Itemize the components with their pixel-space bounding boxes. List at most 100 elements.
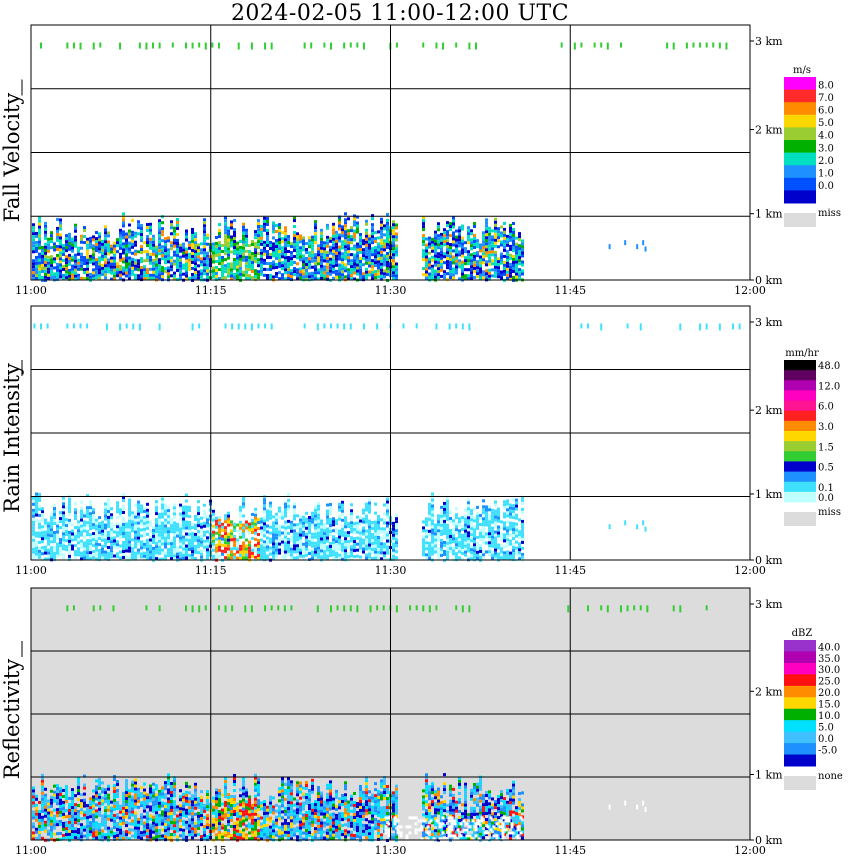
echo-cell: [50, 231, 53, 235]
echo-cell: [278, 229, 281, 233]
echo-cell: [104, 815, 107, 819]
echo-cell: [53, 248, 56, 252]
echo-cell: [107, 557, 110, 561]
echo-cell: [488, 256, 491, 260]
echo-cell: [227, 532, 230, 536]
echo-cell: [71, 791, 74, 795]
echo-cell: [353, 546, 356, 550]
echo-cell: [107, 533, 110, 537]
echo-cell: [443, 513, 446, 517]
y-tick-label: 3 km: [755, 35, 783, 48]
echo-cell: [206, 236, 209, 240]
echo-cell: [485, 239, 488, 243]
echo-cell: [122, 269, 125, 273]
echo-cell: [119, 231, 122, 235]
echo-cell: [302, 245, 305, 249]
echo-cell: [116, 552, 119, 556]
echo-cell: [374, 532, 377, 536]
echo-cell: [311, 244, 314, 248]
echo-cell: [194, 253, 197, 257]
echo-cell: [503, 263, 506, 267]
echo-cell: [308, 537, 311, 541]
echo-cell: [116, 501, 119, 505]
echo-cell: [38, 237, 41, 241]
echo-cell: [206, 542, 209, 546]
echo-cell: [41, 818, 44, 822]
echo-cell: [380, 256, 383, 260]
echo-cell: [329, 526, 332, 530]
echo-cell: [341, 267, 344, 271]
echo-cell: [515, 507, 518, 511]
echo-cell: [359, 537, 362, 541]
echo-cell: [170, 274, 173, 278]
echo-cell: [455, 522, 458, 526]
echo-cell: [227, 514, 230, 518]
echo-cell: [338, 547, 341, 551]
echo-cell: [341, 548, 344, 552]
echo-cell: [482, 529, 485, 533]
echo-cell: [314, 520, 317, 524]
echo-cell: [356, 524, 359, 528]
echo-cell: [113, 244, 116, 248]
echo-cell: [500, 243, 503, 247]
echo-cell: [53, 504, 56, 508]
echo-cell: [224, 541, 227, 545]
echo-cell: [116, 268, 119, 272]
echo-cell: [425, 255, 428, 259]
echo-cell: [41, 836, 44, 840]
echo-cell: [38, 549, 41, 553]
echo-cell: [74, 550, 77, 554]
echo-cell: [320, 237, 323, 241]
echo-cell: [467, 537, 470, 541]
echo-cell: [338, 544, 341, 548]
echo-cell: [374, 556, 377, 560]
echo-cell: [482, 255, 485, 259]
echo-cell: [380, 238, 383, 242]
echo-cell: [317, 513, 320, 517]
echo-cell: [500, 258, 503, 262]
echo-cell: [203, 263, 206, 267]
echo-cell: [176, 223, 179, 227]
echo-cell: [362, 538, 365, 542]
echo-cell: [377, 260, 380, 264]
echo-cell: [395, 532, 398, 536]
echo-cell: [182, 245, 185, 249]
echo-cell: [167, 272, 170, 276]
echo-cell: [86, 258, 89, 262]
echo-cell: [74, 809, 77, 813]
echo-cell: [32, 541, 35, 545]
echo-cell: [236, 538, 239, 542]
echo-cell: [62, 809, 65, 813]
echo-cell: [110, 256, 113, 260]
echo-cell: [107, 521, 110, 525]
echo-cell: [173, 533, 176, 537]
echo-cell: [518, 235, 521, 239]
echo-cell: [134, 518, 137, 522]
echo-cell: [188, 523, 191, 527]
echo-cell: [338, 517, 341, 521]
echo-cell: [356, 269, 359, 273]
echo-cell: [338, 556, 341, 560]
echo-cell: [365, 249, 368, 253]
echo-cell: [479, 513, 482, 517]
echo-cell: [266, 545, 269, 549]
echo-cell: [299, 273, 302, 277]
echo-cell: [383, 533, 386, 537]
echo-cell: [374, 550, 377, 554]
echo-cell: [485, 248, 488, 252]
panel-label: Fall Velocity: [0, 93, 24, 223]
echo-cell: [371, 262, 374, 266]
echo-cell: [284, 508, 287, 512]
echo-cell: [503, 233, 506, 237]
echo-cell: [431, 276, 434, 280]
echo-cell: [86, 240, 89, 244]
echo-cell: [212, 242, 215, 246]
echo-cell: [98, 259, 101, 263]
echo-cell: [203, 221, 206, 225]
echo-cell: [83, 553, 86, 557]
echo-cell: [233, 237, 236, 241]
echo-cell: [521, 254, 524, 258]
echo-cell: [152, 540, 155, 544]
echo-cell: [440, 253, 443, 257]
echo-cell: [311, 541, 314, 545]
